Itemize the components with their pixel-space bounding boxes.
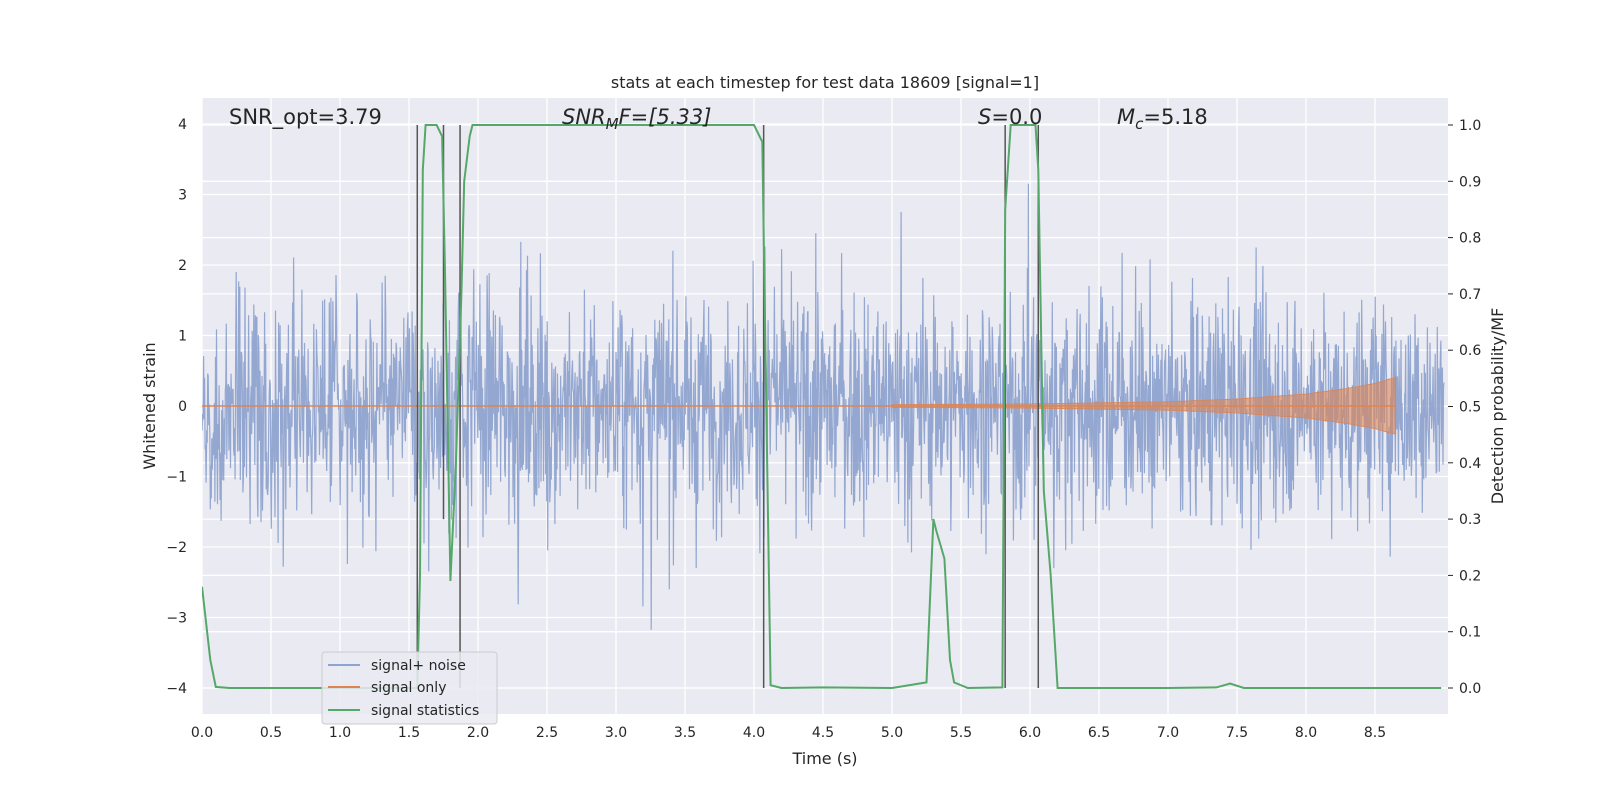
y-axis-label: Whitened strain xyxy=(140,342,159,469)
x-tick-label: 7.0 xyxy=(1157,725,1179,741)
y-tick-label: −4 xyxy=(166,681,187,697)
y-right-tick-label: 0.6 xyxy=(1459,343,1481,359)
mc-subscript: c xyxy=(1135,115,1144,133)
x-tick-label: 0.0 xyxy=(191,725,213,741)
legend-box xyxy=(321,651,498,725)
x-tick-label: 3.5 xyxy=(674,725,696,741)
y-axis-left-ticks: −4 −3 −2 −1 0 1 2 3 4 xyxy=(166,117,187,697)
y-tick-label: 4 xyxy=(178,117,187,133)
x-tick-label: 3.0 xyxy=(605,725,627,741)
chart-title: stats at each timestep for test data 186… xyxy=(611,73,1039,92)
y-tick-label: 1 xyxy=(178,329,187,345)
snr-opt-annotation: SNR_opt=3.79 xyxy=(229,105,382,130)
y-right-tick-label: 0.3 xyxy=(1459,512,1481,528)
signal-statistics-series xyxy=(202,124,1442,690)
y-right-tick-label: 0.8 xyxy=(1459,231,1481,247)
x-axis-label: Time (s) xyxy=(791,749,857,768)
mc-annotation: Mc=5.18 xyxy=(1117,105,1208,133)
legend: signal+ noise signal only signal statist… xyxy=(321,651,498,725)
x-tick-label: 5.0 xyxy=(881,725,903,741)
x-tick-label: 6.5 xyxy=(1088,725,1110,741)
snr-mf-annotation: SNRMF=[5.33] xyxy=(562,105,711,133)
x-tick-label: 0.5 xyxy=(260,725,282,741)
signal-only-series xyxy=(202,377,1397,435)
x-tick-label: 8.0 xyxy=(1295,725,1317,741)
s-symbol: S xyxy=(978,105,991,129)
y-right-tick-label: 0.2 xyxy=(1459,568,1481,584)
legend-label-signal-only: signal only xyxy=(371,680,446,696)
y-right-tick-label: 0.0 xyxy=(1459,681,1481,697)
legend-label-signal-noise: signal+ noise xyxy=(371,658,466,674)
y-tick-label: 2 xyxy=(178,258,187,274)
signal-only-chirp xyxy=(891,377,1397,435)
x-tick-label: 2.0 xyxy=(467,725,489,741)
x-tick-label: 6.0 xyxy=(1019,725,1041,741)
x-tick-label: 5.5 xyxy=(950,725,972,741)
y-right-tick-label: 0.1 xyxy=(1459,625,1481,641)
x-tick-label: 2.5 xyxy=(536,725,558,741)
snr-mf-subscript: M xyxy=(606,115,619,133)
y-tick-label: −1 xyxy=(166,470,187,486)
s-annotation: S=0.0 xyxy=(978,105,1042,129)
mc-symbol: M xyxy=(1117,105,1135,129)
s-value: =0.0 xyxy=(991,105,1042,129)
x-tick-label: 4.0 xyxy=(743,725,765,741)
x-tick-label: 8.5 xyxy=(1364,725,1386,741)
y-right-tick-label: 1.0 xyxy=(1459,118,1481,134)
legend-label-signal-statistics: signal statistics xyxy=(371,703,479,719)
y-tick-label: −3 xyxy=(166,611,187,627)
x-axis-ticks: 0.0 0.5 1.0 1.5 2.0 2.5 3.0 3.5 4.0 4.5 5.0 5.5 6.0 6… xyxy=(191,725,1386,741)
signal-noise-series xyxy=(202,183,1445,630)
x-tick-label: 1.0 xyxy=(329,725,351,741)
snr-mf-symbol: SNR xyxy=(562,105,606,129)
snr-mf-value: F=[5.33] xyxy=(619,105,712,129)
y-right-tick-label: 0.7 xyxy=(1459,287,1481,303)
y-right-tick-label: 0.5 xyxy=(1459,400,1481,416)
x-tick-label: 4.5 xyxy=(812,725,834,741)
x-tick-label: 1.5 xyxy=(398,725,420,741)
signal-noise-line xyxy=(202,183,1445,630)
y-tick-label: −2 xyxy=(166,540,187,556)
y-axis-right-ticks: 0.0 0.1 0.2 0.3 0.4 0.5 0.6 0.7 0.8 0.9 1.0 xyxy=(1448,118,1481,697)
x-tick-label: 7.5 xyxy=(1226,725,1248,741)
mc-value: =5.18 xyxy=(1143,105,1207,129)
y-right-tick-label: 0.9 xyxy=(1459,174,1481,190)
vertical-markers xyxy=(416,125,1040,688)
y-right-tick-label: 0.4 xyxy=(1459,456,1481,472)
y-axis-right-label: Detection probability/MF xyxy=(1488,308,1507,505)
y-tick-label: 0 xyxy=(178,399,187,415)
y-tick-label: 3 xyxy=(178,188,187,204)
signal-statistics-line xyxy=(202,124,1442,690)
